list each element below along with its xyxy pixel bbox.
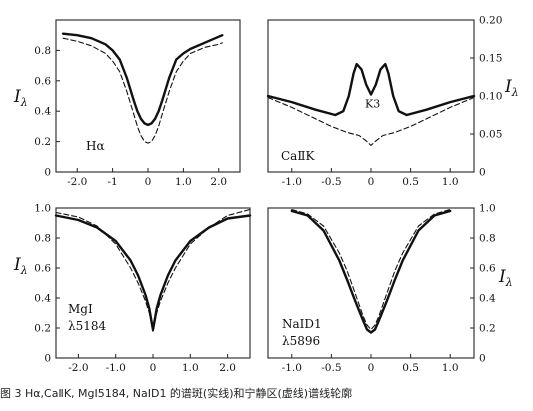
y-tick-label: 0.8 [479, 233, 496, 245]
series-line-solid [61, 32, 224, 127]
x-tick-label: 0.5 [402, 176, 419, 188]
y-tick-label: 0 [479, 353, 486, 365]
y-axis-label: Iλ [13, 87, 28, 109]
x-tick-label: 0.5 [402, 362, 419, 374]
y-tick-label: 0.2 [34, 136, 51, 148]
series-line-dashed [62, 37, 223, 144]
y-tick-label: 0.4 [34, 293, 51, 305]
panel-label: Hα [86, 139, 105, 153]
y-tick-label: 1.0 [34, 203, 51, 215]
y-axis-label-main: I [13, 255, 21, 275]
x-tick-label: 2.0 [219, 362, 236, 374]
y-axis-label-subscript: λ [20, 96, 28, 109]
y-axis-label-subscript: λ [20, 264, 28, 277]
x-tick-label: -2.0 [67, 176, 87, 188]
plot-frame [55, 207, 251, 359]
series-line-dashed [55, 208, 251, 334]
y-tick-label: 1.0 [479, 203, 496, 215]
y-tick-label: 0.20 [479, 15, 502, 27]
y-axis-label-main: I [13, 87, 21, 107]
y-tick-label: 0.6 [34, 263, 51, 275]
y-tick-label: 0.8 [34, 45, 51, 57]
x-tick-label: 0 [145, 176, 152, 188]
panel-label: CaⅡK [281, 149, 315, 163]
caption-text: 图 3 Hα,CaⅡK, MgⅠ5184, NaⅠD1 的谱斑(实线)和宁静区(… [0, 387, 353, 400]
panel-label: MgⅠ [68, 302, 93, 316]
y-tick-label: 0.05 [479, 129, 502, 141]
series-line-dashed [267, 96, 475, 146]
y-tick-label: 0 [44, 167, 51, 179]
x-tick-label: 1.0 [442, 176, 459, 188]
series-line-dashed [291, 208, 451, 331]
x-tick-label: -1 [107, 176, 117, 188]
y-tick-label: 0.15 [479, 53, 502, 65]
x-tick-label: -0.5 [321, 362, 341, 374]
x-tick-label: -2.0 [68, 362, 88, 374]
y-axis-label-subscript: λ [511, 86, 519, 99]
y-tick-label: 0.2 [479, 323, 496, 335]
y-axis-label-main: I [498, 267, 506, 287]
y-tick-label: 0.6 [479, 263, 496, 275]
x-tick-label: 0 [150, 362, 157, 374]
panel-4: -1.0 -0.5 0 0.5 1.0 0 0.2 0.4 0.6 0.8 1.0 Iλ NaⅠD1 λ5… [267, 203, 513, 374]
x-tick-label: -1.0 [282, 362, 302, 374]
panel-2: -1.0 -0.5 0 0.5 1.0 0 0.05 0.10 0.15 0.20 Iλ CaⅡK K3 [266, 15, 519, 188]
panel-3: -2.0 -1.0 0 1.0 2.0 0 0.2 0.4 0.6 0.8 1.0 Iλ MgⅠ λ518… [13, 203, 252, 374]
x-tick-label: 1.0 [182, 362, 199, 374]
y-tick-label: 0 [44, 353, 51, 365]
x-tick-label: -0.5 [321, 176, 341, 188]
y-axis-label-subscript: λ [505, 276, 513, 289]
y-tick-label: 0 [479, 167, 486, 179]
y-axis-label: Iλ [498, 267, 513, 289]
series-line-solid [290, 209, 452, 334]
x-tick-label: -1.0 [106, 362, 126, 374]
panel-1: -2.0 -1 0 1.0 2.0 0 0.2 0.4 0.6 0.8 Iλ Hα [13, 19, 241, 188]
x-tick-label: 0 [368, 362, 375, 374]
x-tick-label: 1.0 [442, 362, 459, 374]
y-tick-label: 0.6 [34, 75, 51, 87]
x-tick-label: 0 [368, 176, 375, 188]
figure-caption: 图 3 Hα,CaⅡK, MgⅠ5184, NaⅠD1 的谱斑(实线)和宁静区(… [0, 382, 533, 402]
y-tick-label: 0.4 [479, 293, 496, 305]
y-axis-label-main: I [504, 77, 512, 97]
y-tick-label: 0.2 [34, 323, 51, 335]
x-tick-label: 1.0 [175, 176, 192, 188]
panel-label: λ5896 [282, 334, 320, 348]
y-axis-label: Iλ [504, 77, 519, 99]
x-tick-label: 2.0 [210, 176, 227, 188]
y-axis-label: Iλ [13, 255, 28, 277]
series-line-solid [266, 62, 476, 117]
y-tick-label: 0.4 [34, 106, 51, 118]
panel-label: NaⅠD1 [282, 317, 322, 331]
y-tick-label: 0.8 [34, 233, 51, 245]
k3-annotation: K3 [365, 97, 380, 110]
y-tick-label: 0.10 [479, 91, 502, 103]
x-tick-label: -1.0 [282, 176, 302, 188]
panel-label: λ5184 [68, 319, 107, 333]
